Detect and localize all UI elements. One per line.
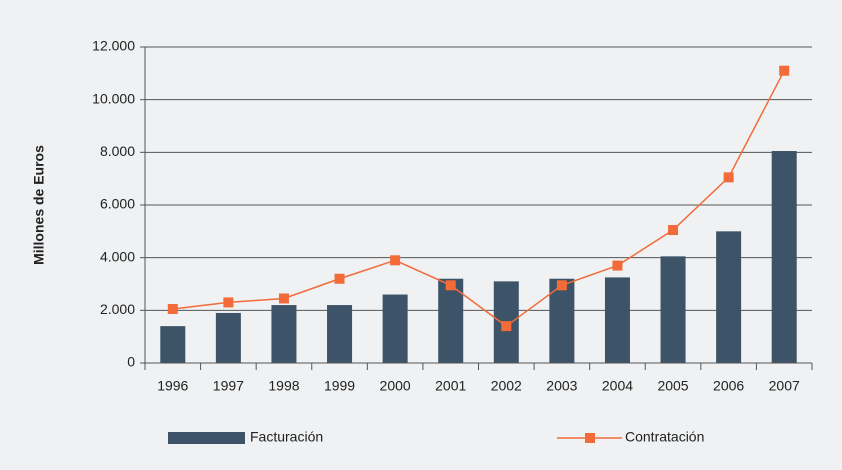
bar <box>771 151 797 363</box>
bar <box>215 312 241 363</box>
marker <box>612 260 623 271</box>
bar <box>327 305 353 363</box>
legend-label: Facturación <box>250 429 323 445</box>
marker <box>501 321 512 332</box>
x-tick-label: 2000 <box>380 378 411 394</box>
x-tick-label: 2002 <box>491 378 522 394</box>
legend-label: Contratación <box>625 429 704 445</box>
x-tick-label: 1998 <box>268 378 299 394</box>
x-tick-label: 2004 <box>602 378 633 394</box>
marker <box>334 273 345 284</box>
x-tick-label: 2001 <box>435 378 466 394</box>
legend-swatch <box>168 432 245 444</box>
x-tick-label: 2007 <box>769 378 800 394</box>
bar <box>271 305 297 363</box>
y-tick-label: 8.000 <box>100 143 135 159</box>
bar <box>160 326 186 363</box>
bar <box>549 278 575 363</box>
bar <box>438 278 464 363</box>
legend-marker <box>585 433 595 443</box>
marker <box>390 255 401 266</box>
y-tick-label: 10.000 <box>92 90 135 106</box>
x-tick-label: 1999 <box>324 378 355 394</box>
line <box>172 70 785 328</box>
marker <box>445 280 456 291</box>
marker <box>668 225 679 236</box>
bar <box>382 294 408 363</box>
bar <box>660 256 686 363</box>
marker <box>223 297 234 308</box>
marker <box>167 304 178 315</box>
marker <box>723 172 734 183</box>
x-tick-label: 2005 <box>657 378 688 394</box>
marker <box>278 293 289 304</box>
y-tick-label: 2.000 <box>100 301 135 317</box>
bar <box>716 231 742 363</box>
x-tick-label: 2006 <box>713 378 744 394</box>
x-tick-label: 1996 <box>157 378 188 394</box>
y-tick-label: 0 <box>127 354 135 370</box>
bar <box>604 277 630 363</box>
y-axis-label: Millones de Euros <box>31 145 47 265</box>
y-tick-label: 6.000 <box>100 196 135 212</box>
marker <box>556 280 567 291</box>
x-tick-label: 1997 <box>213 378 244 394</box>
x-tick-label: 2003 <box>546 378 577 394</box>
y-tick-label: 4.000 <box>100 248 135 264</box>
y-tick-label: 12.000 <box>92 38 135 54</box>
marker <box>779 65 790 76</box>
